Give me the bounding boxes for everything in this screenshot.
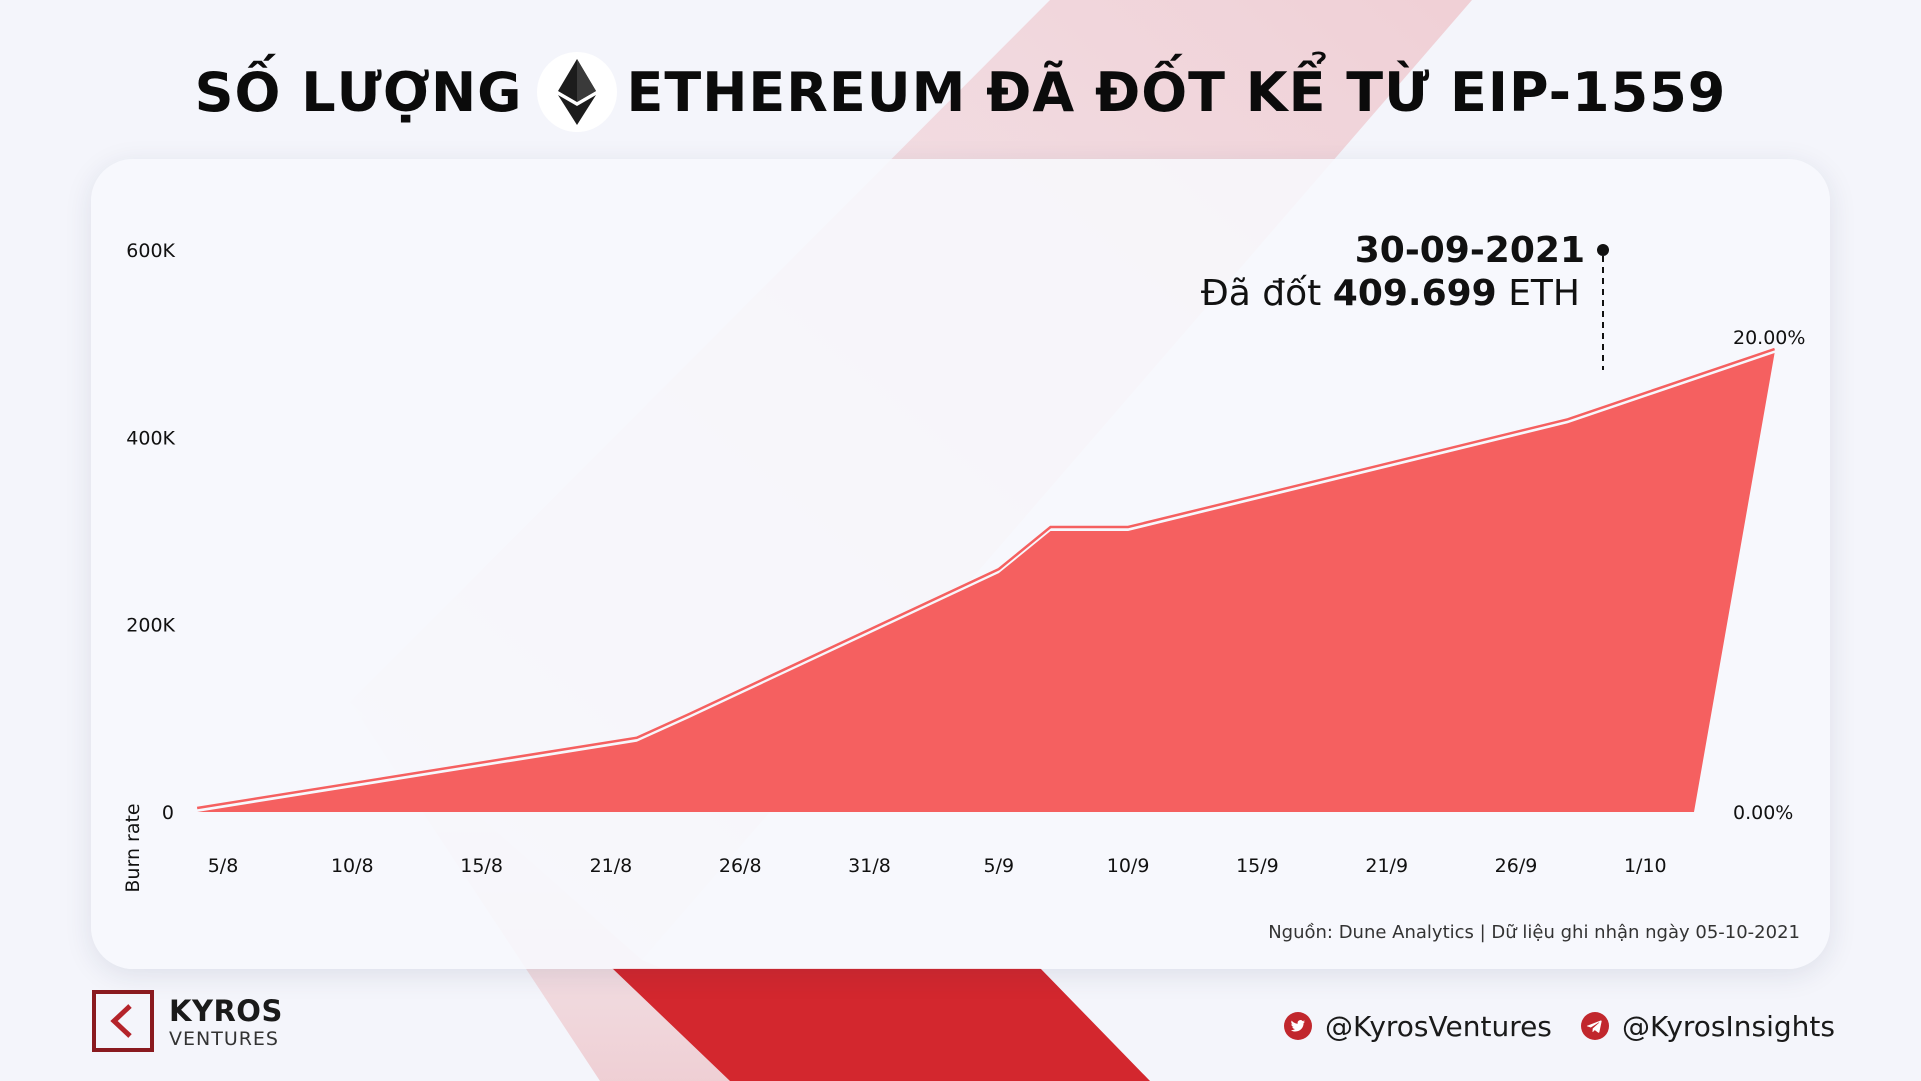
title-left: SỐ LƯỢNG bbox=[194, 60, 523, 124]
y-tick-label: 600K bbox=[126, 240, 175, 262]
x-tick-label: 15/8 bbox=[460, 855, 503, 877]
x-tick-label: 15/9 bbox=[1236, 855, 1279, 877]
x-tick-label: 26/9 bbox=[1495, 855, 1538, 877]
source-note: Nguồn: Dune Analytics | Dữ liệu ghi nhận… bbox=[1268, 922, 1800, 943]
annotation-text: Đã đốt 409.699 ETH bbox=[1201, 273, 1580, 314]
annotation-unit: ETH bbox=[1508, 273, 1580, 314]
x-tick-label: 21/8 bbox=[590, 855, 633, 877]
title-right: ETHEREUM ĐÃ ĐỐT KỂ TỪ EIP-1559 bbox=[626, 60, 1727, 124]
twitter-handle[interactable]: @KyrosVentures bbox=[1283, 1006, 1552, 1046]
telegram-text: @KyrosInsights bbox=[1622, 1009, 1835, 1043]
x-tick-label: 31/8 bbox=[848, 855, 891, 877]
page-title: SỐ LƯỢNG ETHEREUM ĐÃ ĐỐT KỂ TỪ EIP-1559 bbox=[0, 52, 1921, 132]
ethereum-icon bbox=[536, 51, 618, 133]
annotation-date: 30-09-2021 bbox=[1355, 230, 1585, 271]
series-line-0 bbox=[196, 347, 1776, 810]
y-axis-label: Burn rate bbox=[122, 803, 144, 892]
x-tick-label: 26/8 bbox=[719, 855, 762, 877]
kyros-logo: KYROS VENTURES bbox=[92, 990, 422, 1060]
twitter-text: @KyrosVentures bbox=[1325, 1009, 1552, 1043]
telegram-icon bbox=[1581, 1012, 1609, 1040]
kyros-mark-icon bbox=[92, 990, 154, 1052]
y-tick-label: 0 bbox=[162, 802, 174, 824]
y2-tick-label: 0.00% bbox=[1733, 802, 1793, 824]
telegram-handle[interactable]: @KyrosInsights bbox=[1580, 1006, 1835, 1046]
y-tick-label: 200K bbox=[126, 615, 175, 637]
x-tick-label: 10/8 bbox=[331, 855, 374, 877]
annotation-value: 409.699 bbox=[1333, 273, 1497, 314]
decor-red-stripe bbox=[612, 968, 1150, 1081]
x-tick-label: 1/10 bbox=[1624, 855, 1667, 877]
y2-tick-label: 20.00% bbox=[1733, 327, 1805, 349]
x-tick-label: 21/9 bbox=[1365, 855, 1408, 877]
twitter-icon bbox=[1284, 1012, 1312, 1040]
annotation: 30-09-2021 Đã đốt 409.699 ETH bbox=[1201, 230, 1609, 370]
x-tick-label: 5/8 bbox=[208, 855, 239, 877]
brand-sub: VENTURES bbox=[169, 1028, 279, 1050]
annotation-dot bbox=[1597, 244, 1609, 256]
annotation-prefix: Đã đốt bbox=[1201, 273, 1321, 314]
y-tick-label: 400K bbox=[126, 427, 175, 449]
decor-band-lower bbox=[350, 702, 930, 1081]
x-tick-label: 5/9 bbox=[984, 855, 1015, 877]
brand-name: KYROS bbox=[169, 994, 283, 1028]
series-area-0 bbox=[197, 353, 1775, 812]
x-tick-label: 10/9 bbox=[1107, 855, 1150, 877]
